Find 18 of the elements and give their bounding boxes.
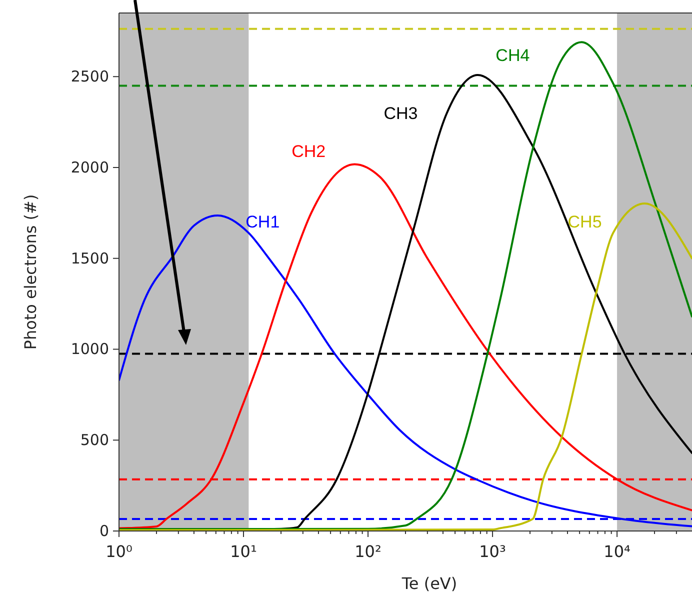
series-label: CH4 — [496, 46, 530, 66]
x-tick-label: 10³ — [479, 542, 506, 561]
y-tick-label: 2500 — [70, 68, 109, 86]
y-tick-label: 500 — [80, 431, 109, 450]
series-label: CH2 — [292, 142, 326, 162]
series-label: CH5 — [568, 212, 602, 232]
x-tick-label: 10⁴ — [604, 542, 630, 561]
y-tick-label: 1500 — [70, 249, 109, 268]
y-axis-title: Photo electrons (#) — [21, 194, 40, 350]
series-label: CH1 — [246, 212, 280, 232]
x-tick-label: 10² — [354, 542, 382, 561]
x-tick-label: 10¹ — [230, 542, 257, 561]
y-tick-label: 0 — [99, 522, 109, 540]
x-tick-label: 10⁰ — [106, 542, 132, 561]
series-label: CH3 — [384, 104, 418, 123]
y-tick-label: 1000 — [70, 340, 109, 358]
y-tick-label: 2000 — [70, 158, 109, 176]
x-axis-title: Te (eV) — [400, 574, 458, 593]
